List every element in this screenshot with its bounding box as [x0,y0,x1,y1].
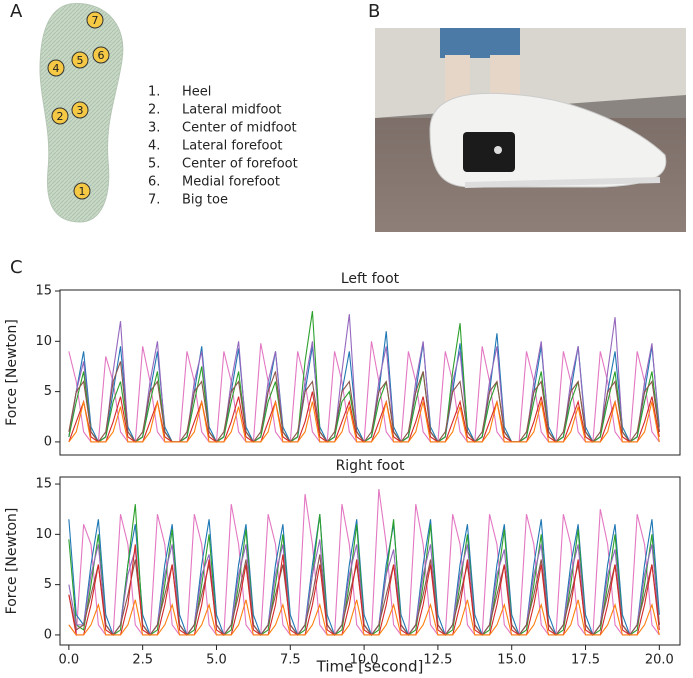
panel-label: A [10,1,23,22]
sensor [92,46,110,64]
force-line [68,391,660,443]
x-tick-label: 12.5 [423,653,452,668]
plot-frame [59,289,681,456]
x-tick-label: 2.5 [132,653,153,668]
y-axis-label: Force [Newton] [4,319,20,426]
sensor-number: 4 [53,62,60,75]
y-tick-label: 5 [44,577,52,592]
sensor [71,51,89,69]
sensor-number: 1 [79,185,86,198]
sensor [86,11,104,29]
list-name: Medial forefoot [182,175,280,190]
y-tick-label: 15 [35,477,52,492]
x-tick-label: 7.5 [280,653,301,668]
panel-label: B [368,1,380,22]
sensor-number: 3 [77,104,84,117]
list-number: 1. [148,85,160,100]
list-number: 3. [148,121,160,136]
sensor [47,59,65,77]
force-line [68,401,660,443]
sensor-number: 7 [92,14,99,27]
y-tick-label: 10 [35,527,52,542]
x-tick-label: 15.0 [497,653,526,668]
x-tick-label: 17.5 [571,653,600,668]
y-tick-label: 15 [35,284,52,299]
chart-title: Left foot [341,271,400,287]
sensor-number: 2 [57,110,64,123]
x-tick-label: 5.0 [206,653,227,668]
list-name: Lateral forefoot [182,139,283,154]
sensor [71,101,89,119]
y-tick-label: 10 [35,334,52,349]
list-name: Center of forefoot [182,157,298,172]
plot-frame [59,476,681,646]
y-axis-label: Force [Newton] [4,508,20,615]
chart-title: Right foot [336,458,405,474]
sensor-number: 5 [77,54,84,67]
list-name: Lateral midfoot [182,103,281,118]
list-name: Heel [182,85,211,100]
list-name: Center of midfoot [182,121,297,136]
list-number: 7. [148,193,160,208]
panel-label: C [10,257,23,278]
list-number: 2. [148,103,160,118]
y-tick-label: 0 [44,434,52,449]
x-tick-label: 20.0 [645,653,674,668]
list-name: Big toe [182,193,228,208]
photo [375,28,686,232]
x-tick-label: 10.0 [350,653,379,668]
x-axis-label: Time [second] [316,658,424,675]
y-tick-label: 5 [44,384,52,399]
list-number: 4. [148,139,160,154]
y-tick-label: 0 [44,627,52,642]
list-number: 5. [148,157,160,172]
force-line [68,599,660,636]
list-number: 6. [148,175,160,190]
x-tick-label: 0.0 [59,653,80,668]
sensor [73,182,91,200]
sensor [51,107,69,125]
sensor-number: 6 [98,49,105,62]
